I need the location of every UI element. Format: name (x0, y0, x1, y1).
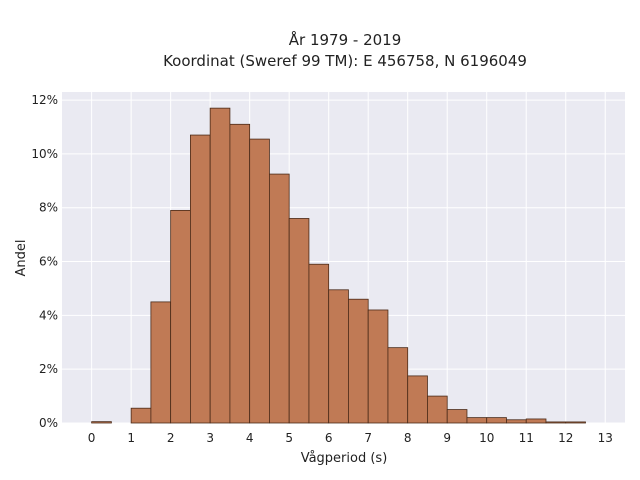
histogram-bar (308, 263, 330, 424)
y-tick-label: 12% (31, 93, 58, 107)
y-tick-label: 2% (39, 362, 58, 376)
y-axis-ticks: 0% 2% 4% 6% 8% 10% 12% (31, 93, 58, 430)
y-tick-label: 10% (31, 147, 58, 161)
x-tick-label: 0 (88, 431, 96, 445)
x-tick-label: 13 (598, 431, 613, 445)
histogram-bar (269, 173, 290, 424)
histogram-bar (407, 375, 428, 424)
histogram-bar (229, 123, 251, 424)
histogram-bar (525, 418, 547, 424)
x-tick-label: 2 (167, 431, 175, 445)
histogram-bar (209, 107, 231, 424)
histogram-bar (446, 409, 468, 424)
histogram-bar (486, 417, 507, 424)
x-tick-label: 3 (206, 431, 214, 445)
histogram-bar (170, 210, 191, 424)
y-tick-label: 4% (39, 308, 58, 322)
histogram-bar (288, 218, 310, 424)
histogram-bar (545, 421, 567, 424)
y-tick-label: 6% (39, 255, 58, 269)
x-axis-ticks: 0 1 2 3 4 5 6 7 8 9 10 11 12 13 (88, 431, 613, 445)
histogram-bar (427, 395, 448, 424)
x-tick-label: 11 (519, 431, 534, 445)
bars (91, 107, 586, 424)
histogram-bar (150, 301, 172, 424)
histogram-bar (565, 421, 586, 424)
histogram-bar (506, 419, 527, 424)
histogram-bar (387, 347, 409, 424)
histogram-bar (328, 289, 349, 424)
histogram-bar (190, 134, 211, 424)
x-axis-label: Vågperiod (s) (301, 451, 388, 466)
x-tick-label: 8 (404, 431, 412, 445)
histogram-bar (249, 138, 270, 424)
histogram-bar (466, 417, 488, 424)
histogram-bar (348, 298, 369, 424)
x-tick-label: 5 (285, 431, 293, 445)
x-tick-label: 10 (479, 431, 494, 445)
chart-subtitle: Koordinat (Sweref 99 TM): E 456758, N 61… (163, 52, 527, 70)
histogram-bar (91, 421, 112, 424)
y-tick-label: 8% (39, 201, 58, 215)
x-tick-label: 12 (558, 431, 573, 445)
x-tick-label: 4 (246, 431, 254, 445)
histogram-bar (130, 407, 152, 424)
chart-title: År 1979 - 2019 (289, 30, 402, 49)
histogram-bar (367, 309, 389, 424)
x-tick-label: 6 (325, 431, 333, 445)
x-tick-label: 1 (127, 431, 135, 445)
x-tick-label: 7 (364, 431, 372, 445)
y-axis-label: Andel (14, 240, 29, 277)
x-tick-label: 9 (443, 431, 451, 445)
y-tick-label: 0% (39, 416, 58, 430)
